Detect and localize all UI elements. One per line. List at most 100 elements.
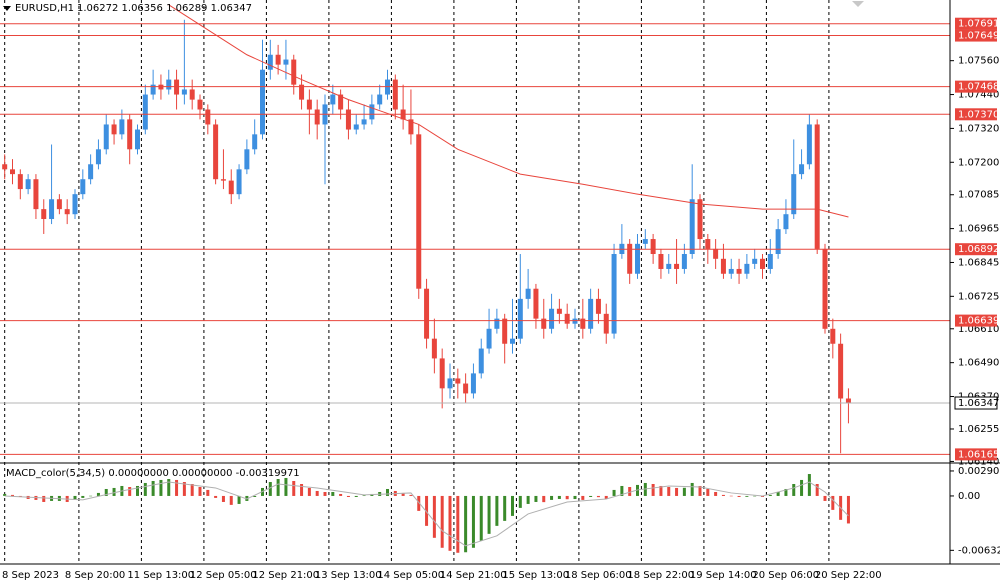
candle-body [627,243,633,274]
candle-body [338,94,344,110]
y-tick-label: 0.0029069 [958,466,1000,477]
last-price-tag [954,396,998,410]
macd-bar [573,495,577,500]
level-label: 1.06892 [958,244,999,255]
candle-body [838,343,844,399]
y-tick-label: 1.07440 [958,90,999,101]
candle-body [674,263,680,269]
candle-body [494,318,500,329]
macd-bar [136,485,139,496]
candle-body [650,239,656,255]
y-tick-label: 1.06490 [958,358,999,369]
plot [0,4,950,553]
candle-body [564,313,570,324]
candle-body [728,268,734,274]
macd-bar [503,495,507,521]
y-tick-label: 1.06725 [958,291,999,302]
candle-body [806,124,812,165]
macd-bar [792,483,796,496]
candle-body [752,258,758,264]
candle-body [767,254,773,269]
macd-bar [292,480,296,496]
candle-body [260,69,265,135]
grid [4,0,830,564]
candle-body [658,254,664,269]
candle-body [111,124,117,135]
macd-bar [511,495,514,516]
macd-bar [557,495,561,499]
macd-bar [190,483,194,496]
candle-body [142,94,148,130]
candle-body [181,89,187,95]
candle-body [10,169,15,175]
candle-body [267,54,273,70]
macd-bar [565,495,569,500]
x-tick-label: 19 Sep 14:00 [690,570,757,581]
macd-bar [526,495,530,504]
candle-body [49,199,55,220]
candle-body [213,124,219,180]
macd-bar [495,495,499,526]
candle-body [455,378,461,384]
candle-body [533,288,539,319]
macd-bar [354,495,358,497]
candle-body [135,129,140,150]
macd-bar [73,495,77,500]
candle-body [189,89,195,100]
level-tag [955,108,997,121]
macd-bar [253,495,257,497]
macd-bar [596,495,600,498]
level-tag [955,314,997,327]
x-tick-label: 20 Sep 22:00 [815,570,882,581]
candle-body [525,288,531,299]
level-label: 1.06639 [958,316,999,327]
level-label: 1.06165 [958,449,999,460]
macd-bar [659,485,663,496]
level-tag [955,29,997,42]
candle-body [25,179,31,190]
candle-body [744,263,750,274]
level-tag [955,17,997,30]
x-tick-label: 8 Sep 2023 [2,570,59,581]
macd-bar [237,495,241,504]
candle-body [361,119,367,125]
macd-bar [221,495,225,502]
candle-body [369,104,375,120]
macd-bar [721,494,725,496]
level-tag [955,243,997,256]
candle-body [275,54,281,65]
candle-body [611,254,617,334]
macd-bar [96,492,100,496]
macd-bar [675,487,679,496]
y-tick-label: 1.07320 [958,123,999,134]
y-tick-label: 1.06845 [958,257,999,268]
macd-bar [300,483,304,496]
candle-body [64,209,70,215]
shift-arrow[interactable] [852,1,864,7]
macd-bar [151,480,155,496]
candle-body [244,149,250,170]
candle-body [556,308,562,314]
macd-bar [182,482,186,496]
macd-bar [487,495,491,534]
candle-body [299,84,305,100]
candle-body [572,318,578,324]
macd-bar [807,474,811,496]
y-tick-label: 1.06610 [958,324,999,335]
candle-body [33,179,39,210]
y-tick-label: 1.06965 [958,224,999,235]
level-label: 1.07649 [958,31,999,42]
candle-body [713,248,719,259]
candle-body [642,239,648,244]
candle-body [635,243,640,274]
macd-bar [229,495,233,505]
candle-body [283,59,289,65]
macd-bar [698,485,702,496]
macd-bar [456,495,460,553]
macd-bar [612,489,616,496]
macd-bar [589,495,593,497]
macd-bar [346,495,350,497]
menu-arrow[interactable] [3,6,11,11]
macd-bar [339,493,343,496]
